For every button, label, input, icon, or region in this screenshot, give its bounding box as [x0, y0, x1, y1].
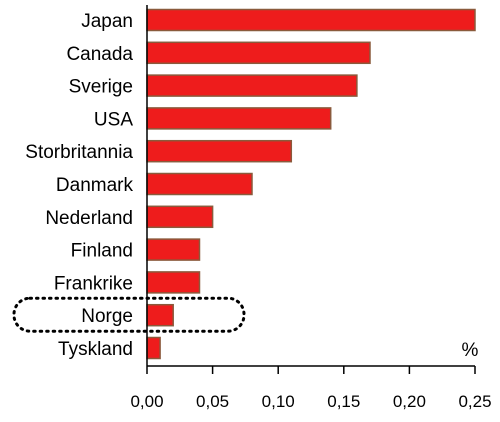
category-label-usa: USA [94, 109, 133, 130]
bar-danmark [146, 172, 253, 196]
x-tick-label: 0,10 [262, 392, 295, 411]
category-label-nederland: Nederland [45, 208, 133, 229]
category-labels: Japan Canada Sverige USA Storbritannia Danmar… [25, 11, 133, 360]
category-label-finland: Finland [71, 241, 133, 262]
category-label-tyskland: Tyskland [58, 339, 133, 360]
bar-frankrike [146, 271, 201, 294]
x-tick-label: 0,05 [196, 392, 229, 411]
bar-canada [146, 41, 371, 65]
bar-tyskland [146, 336, 161, 360]
x-tick-label: 0,15 [327, 392, 360, 411]
category-label-japan: Japan [81, 11, 133, 32]
category-label-canada: Canada [66, 44, 133, 65]
bar-japan [146, 8, 476, 32]
bar-usa [146, 107, 332, 130]
x-tick-label: 0,25 [458, 392, 491, 411]
category-label-norge: Norge [81, 306, 133, 327]
x-axis-ticks: 0,00 0,05 0,10 0,15 0,20 0,25 [130, 366, 492, 411]
category-label-danmark: Danmark [56, 175, 134, 196]
bar-storbritannia [146, 139, 293, 163]
norge-highlight-outline [12, 296, 246, 333]
x-tick-label: 0,00 [130, 392, 163, 411]
bar-norge [146, 303, 174, 327]
bar-finland [146, 238, 201, 261]
x-tick-label: 0,20 [393, 392, 426, 411]
bar-sverige [146, 74, 358, 97]
bars-group [146, 8, 476, 360]
category-label-frankrike: Frankrike [54, 273, 133, 294]
unit-label: % [462, 340, 479, 361]
category-label-storbritannia: Storbritannia [25, 142, 133, 163]
category-label-sverige: Sverige [69, 77, 133, 98]
bar-nederland [146, 205, 214, 229]
